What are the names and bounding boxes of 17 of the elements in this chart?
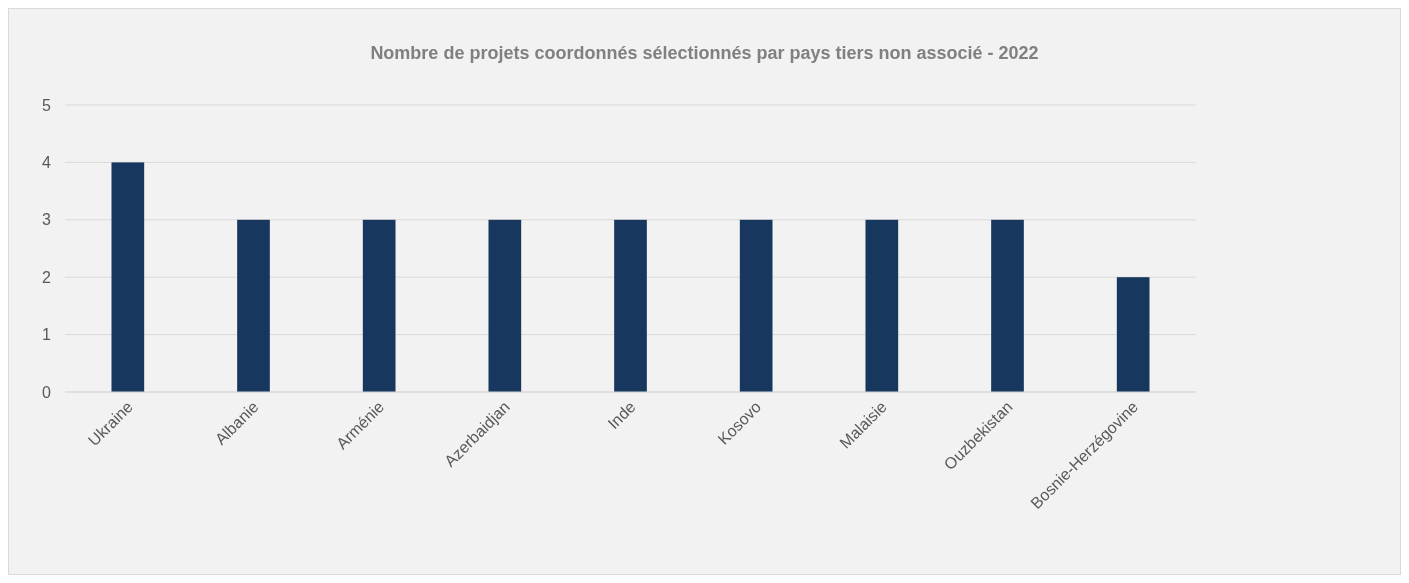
y-tick-label: 3: [42, 211, 52, 229]
y-tick-label: 5: [42, 96, 52, 114]
y-tick-label: 4: [42, 154, 52, 171]
bar: [865, 219, 899, 392]
bar: [614, 219, 647, 392]
bar: [488, 219, 522, 392]
bar: [739, 219, 773, 392]
x-tick-label: Inde: [604, 398, 639, 433]
y-tick-label: 1: [42, 326, 52, 344]
bar: [237, 219, 270, 392]
bar: [111, 162, 145, 392]
chart-title: Nombre de projets coordonnés sélectionnés par pays tiers non associé - 2022: [370, 43, 1039, 63]
y-tick-label: 0: [42, 383, 52, 401]
bar: [991, 219, 1024, 392]
y-tick-label: 2: [42, 268, 52, 286]
bar: [1116, 277, 1150, 392]
bar: [362, 219, 396, 392]
